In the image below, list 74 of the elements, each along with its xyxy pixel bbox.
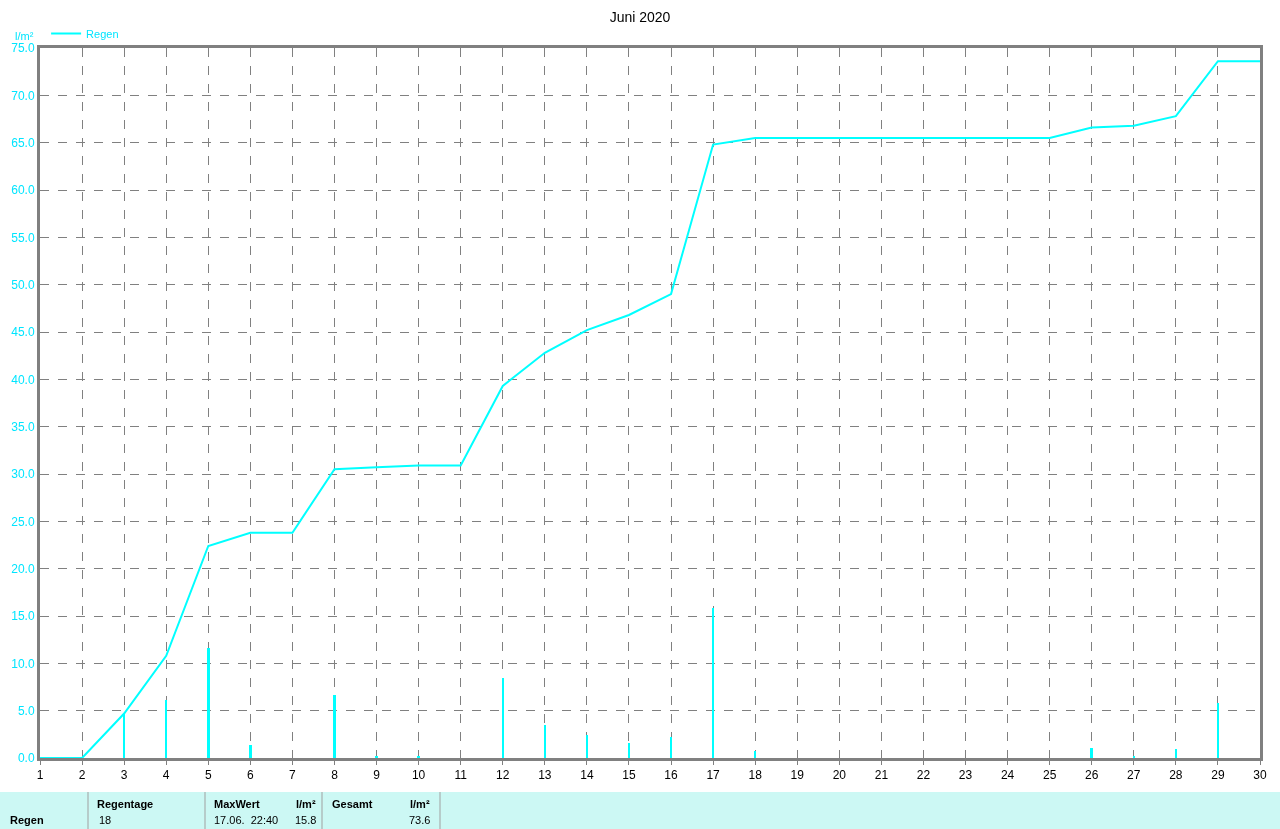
text: Gesamt: [332, 798, 373, 810]
y-tick-label: 50.0: [11, 277, 35, 292]
x-tick-label: 4: [162, 768, 170, 783]
y-tick-label: 25.0: [11, 514, 35, 529]
x-tick-label: 19: [790, 768, 805, 783]
y-tick-label: 70.0: [11, 88, 35, 103]
x-tick-label: 27: [1127, 768, 1141, 783]
x-tick-label: 13: [538, 768, 552, 783]
x-tick-label: 1: [36, 768, 44, 783]
x-tick-label: 7: [289, 768, 297, 783]
text: 15.8: [295, 814, 317, 826]
x-tick-label: 23: [958, 768, 973, 783]
x-tick-label: 18: [748, 768, 763, 783]
y-tick-label: 10.0: [11, 656, 35, 671]
x-tick-label: 12: [496, 768, 510, 783]
y-tick-label: 60.0: [11, 183, 35, 198]
bar: [544, 725, 546, 758]
bar: [249, 745, 252, 758]
bar: [1217, 703, 1219, 758]
x-tick-label: 3: [120, 768, 128, 783]
x-tick-label: 26: [1085, 768, 1099, 783]
text: l/m²: [296, 798, 316, 810]
chart-title: Juni 2020: [609, 9, 671, 26]
bar: [754, 751, 756, 758]
y-tick-label: 20.0: [11, 561, 35, 576]
x-tick-label: 11: [454, 768, 468, 783]
line-series: [40, 60, 1260, 758]
text: 18: [99, 814, 112, 826]
bar: [1090, 748, 1093, 758]
x-tick-label: 25: [1042, 768, 1057, 783]
x-tick-label: 9: [373, 768, 381, 783]
y-tick-label: 45.0: [11, 325, 35, 340]
x-tick-label: 21: [874, 768, 889, 783]
bar: [1175, 749, 1177, 758]
bar: [333, 695, 336, 758]
y-tick-label: 35.0: [11, 419, 35, 434]
bar: [165, 700, 167, 758]
x-tick-label: 8: [331, 768, 339, 783]
bar: [712, 608, 714, 758]
y-axis-title: l/m²: [15, 30, 34, 42]
bar: [670, 737, 672, 758]
x-tick-label: 16: [664, 768, 679, 783]
x-tick-label: 14: [580, 768, 594, 783]
text: 17.06. 22:40: [214, 814, 279, 826]
y-tick-label: 55.0: [11, 230, 35, 245]
y-tick-label: 15.0: [11, 609, 35, 624]
y-tick-label: 0.0: [17, 751, 35, 766]
x-tick-label: 24: [1000, 768, 1015, 783]
bar: [502, 678, 504, 758]
text: Regen: [10, 814, 44, 826]
x-tick-label: 10: [411, 768, 426, 783]
y-tick-label: 5.0: [17, 703, 35, 718]
x-tick-label: 22: [916, 768, 931, 783]
y-tick-label: 65.0: [11, 135, 35, 150]
text: 73.6: [409, 814, 431, 826]
text: MaxWert: [214, 798, 260, 810]
y-tick-label: 75.0: [11, 41, 35, 56]
x-tick-label: 29: [1211, 768, 1225, 783]
bar: [207, 648, 210, 758]
x-tick-label: 28: [1169, 768, 1183, 783]
text: l/m²: [410, 798, 430, 810]
x-tick-label: 15: [622, 768, 636, 783]
x-tick-label: 20: [832, 768, 847, 783]
y-tick-label: 40.0: [11, 372, 35, 387]
x-tick-label: 17: [706, 768, 721, 783]
x-tick-label: 6: [247, 768, 254, 783]
bar: [628, 743, 630, 758]
x-tick-label: 2: [78, 768, 86, 783]
legend-label: Regen: [86, 27, 119, 40]
bar: [586, 735, 588, 758]
y-tick-label: 30.0: [11, 467, 35, 482]
text: Regentage: [97, 798, 154, 810]
x-tick-label: 30: [1253, 768, 1267, 783]
x-tick-label: 5: [204, 768, 212, 783]
